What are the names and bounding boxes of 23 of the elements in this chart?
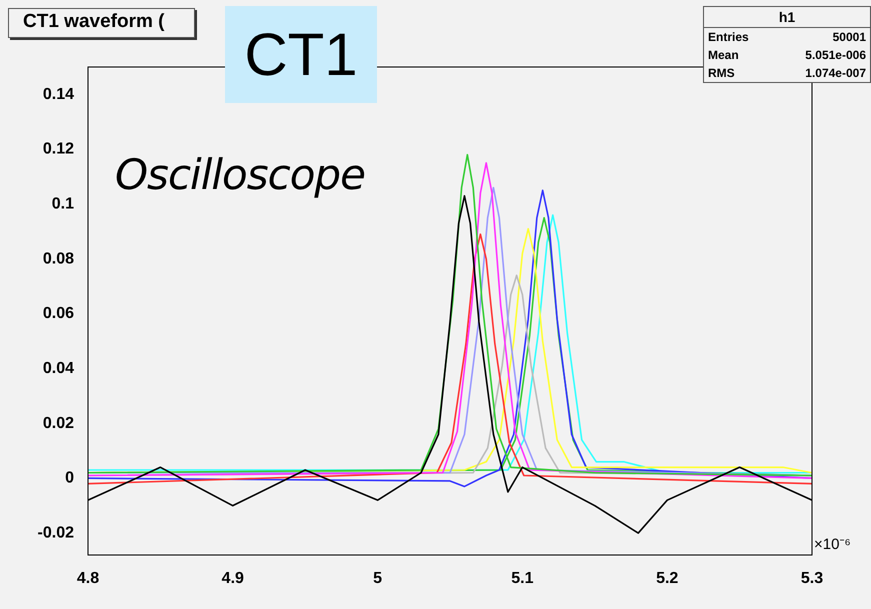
- y-tick-label: 0.12: [42, 140, 74, 158]
- text: RMS 1.074e-007: [708, 66, 866, 80]
- y-tick-label: 0.08: [42, 250, 74, 268]
- y-tick-label: 0: [65, 470, 74, 487]
- y-tick-label: 0.1: [52, 195, 74, 212]
- x-axis-title: ×10⁻⁶: [814, 536, 851, 554]
- x-tick-label: 4.8: [76, 570, 100, 588]
- y-tick-label: 0.04: [42, 360, 74, 377]
- y-tick-label: 0.02: [42, 414, 74, 432]
- x-tick-label: 5: [373, 570, 382, 588]
- chart-title: CT1 waveform (: [8, 8, 196, 38]
- x-tick-label: 5.3: [800, 570, 824, 588]
- text: Entries 50001: [708, 30, 866, 44]
- y-tick-label: 0.06: [42, 305, 74, 322]
- x-tick-label: 5.2: [656, 570, 678, 588]
- x-tick-label: 4.9: [222, 570, 244, 588]
- y-tick-label: -0.02: [38, 524, 74, 542]
- x-tick-label: 5.1: [511, 570, 534, 588]
- y-tick-label: 0.14: [42, 86, 74, 103]
- annotation: CT1: [225, 6, 377, 103]
- text: h1: [704, 7, 870, 28]
- text: Mean 5.051e-006: [708, 48, 866, 62]
- annotation: Oscilloscope: [115, 150, 365, 199]
